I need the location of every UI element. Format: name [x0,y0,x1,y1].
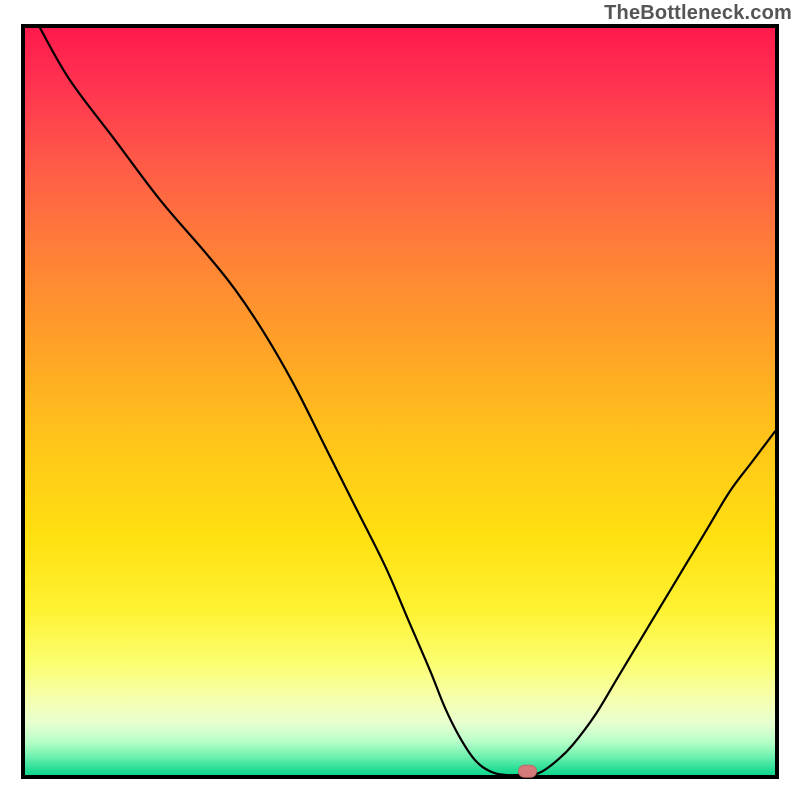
watermark-text: TheBottleneck.com [604,2,792,25]
bottleneck-chart [0,0,800,800]
chart-frame: TheBottleneck.com [0,0,800,800]
